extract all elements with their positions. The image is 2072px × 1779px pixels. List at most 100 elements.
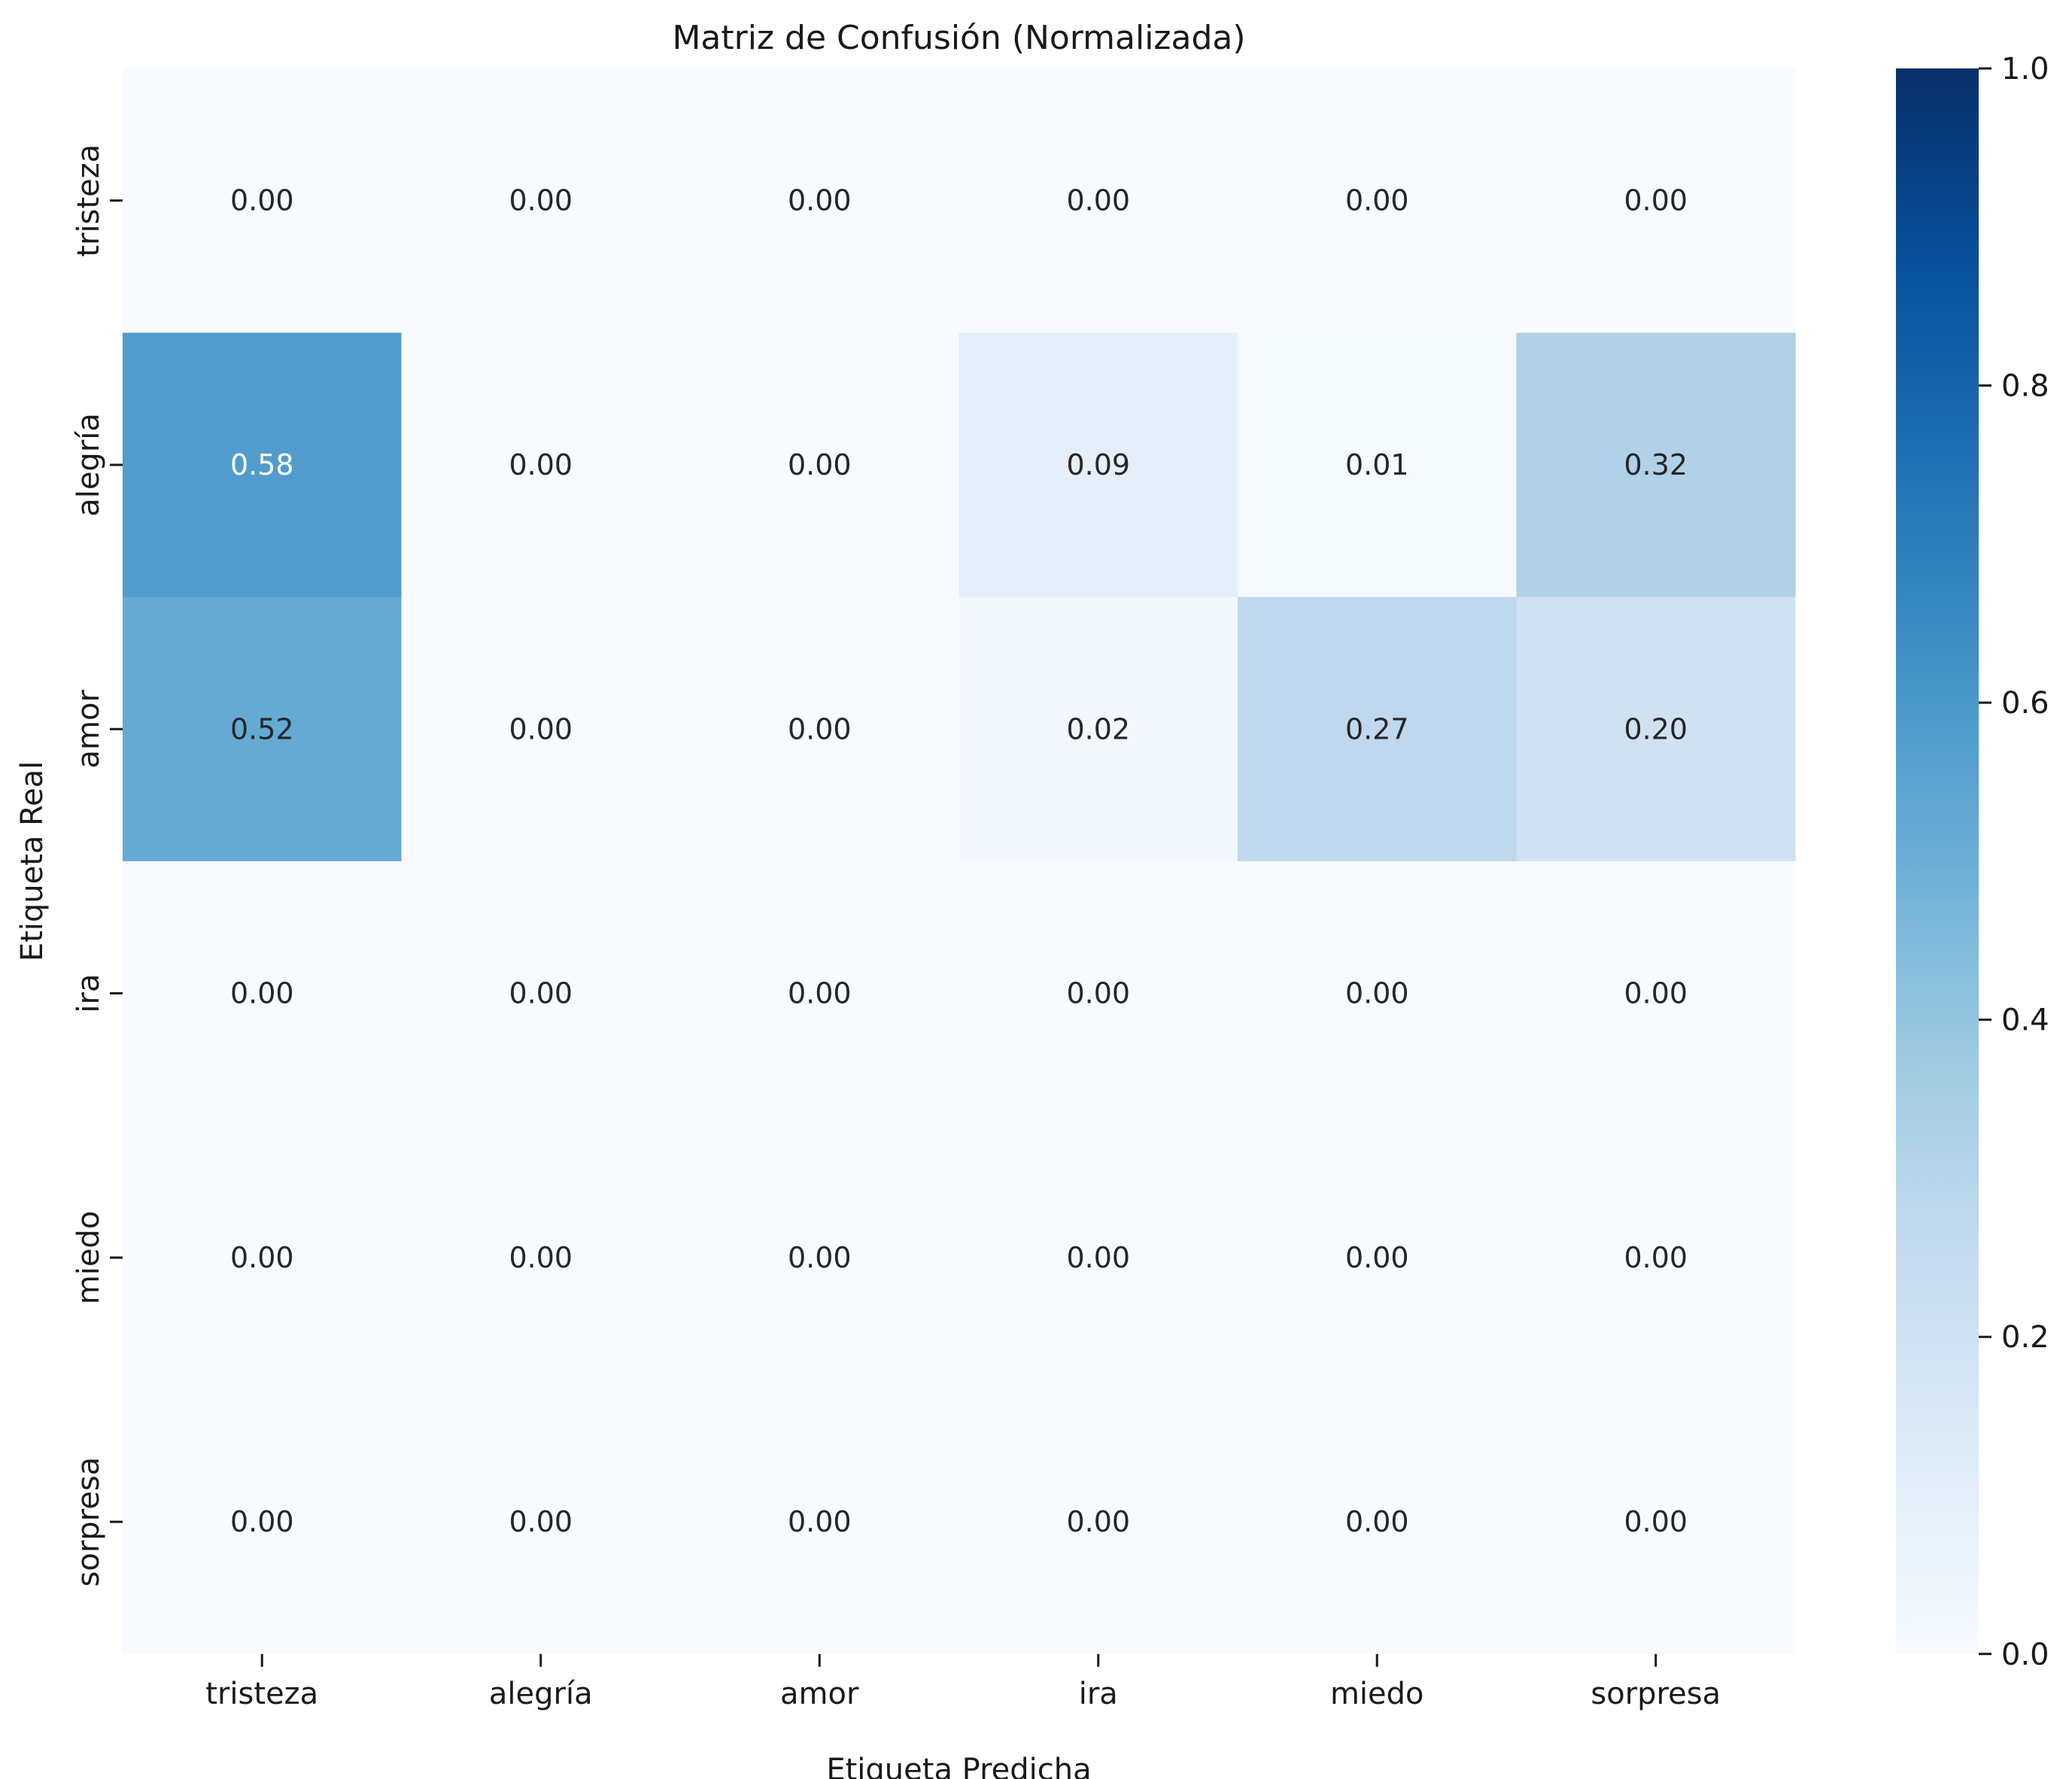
cell-value-label: 0.58 <box>230 448 294 481</box>
cell-value-label: 0.52 <box>230 712 294 745</box>
cell-value-label: 0.00 <box>1345 1241 1409 1274</box>
heatmap-cell <box>123 597 403 862</box>
y-tick-label: miedo <box>71 1211 106 1305</box>
cell-value-label: 0.09 <box>1066 448 1130 481</box>
heatmap-cell <box>401 1389 681 1655</box>
heatmap-cell <box>1516 68 1796 333</box>
cell-value-label: 0.00 <box>509 712 573 745</box>
colorbar-tick-label: 0.6 <box>2001 686 2049 721</box>
x-axis-ticks: tristeza alegría amor ira miedo sorpresa <box>205 1653 1721 1711</box>
heatmap-cell <box>1238 68 1518 333</box>
cell-value-label: 0.00 <box>1066 184 1130 217</box>
cell-value-label: 0.00 <box>509 1241 573 1274</box>
cell-value-label: 0.00 <box>1624 1505 1688 1538</box>
heatmap-cell <box>959 1389 1238 1655</box>
x-axis-label: Etiqueta Predicha <box>826 1753 1091 1779</box>
heatmap-cell <box>959 1125 1238 1391</box>
colorbar-tick-label: 0.0 <box>2001 1638 2049 1672</box>
cell-value-label: 0.00 <box>1066 1505 1130 1538</box>
x-tick-label: ira <box>1079 1677 1118 1711</box>
y-axis-label: Etiqueta Real <box>15 761 50 962</box>
colorbar-tick-label: 0.2 <box>2001 1320 2049 1355</box>
x-tick-label: tristeza <box>205 1677 318 1711</box>
heatmap-cell <box>1516 332 1796 598</box>
y-tick-label: tristeza <box>71 144 106 257</box>
colorbar-tick-label: 0.8 <box>2001 369 2049 404</box>
colorbar-tick-label: 1.0 <box>2001 52 2049 87</box>
cell-value-label: 0.02 <box>1066 712 1130 745</box>
cell-value-label: 0.32 <box>1624 448 1688 481</box>
cell-value-label: 0.00 <box>230 977 294 1010</box>
cell-value-label: 0.00 <box>509 184 573 217</box>
cell-value-label: 0.00 <box>1624 184 1688 217</box>
heatmap-cell <box>1238 1125 1518 1391</box>
cell-value-label: 0.00 <box>1345 184 1409 217</box>
cell-value-label: 0.00 <box>788 977 852 1010</box>
cell-value-label: 0.00 <box>1624 977 1688 1010</box>
cell-value-label: 0.00 <box>509 977 573 1010</box>
colorbar-ticks: 0.0 0.2 0.4 0.6 0.8 1.0 <box>1979 52 2049 1672</box>
colorbar-tick-label: 0.4 <box>2001 1003 2049 1038</box>
y-axis-ticks: tristeza alegría amor ira miedo sorpresa <box>71 144 123 1587</box>
heatmap-cell <box>123 1125 403 1391</box>
x-tick-label: alegría <box>489 1677 593 1711</box>
heatmap-cell <box>401 597 681 862</box>
heatmap-cell <box>401 68 681 333</box>
cell-value-label: 0.00 <box>788 712 852 745</box>
heatmap-cell <box>1238 1389 1518 1655</box>
cell-value-label: 0.00 <box>1066 977 1130 1010</box>
heatmap-cell <box>1516 861 1796 1126</box>
heatmap-cell <box>401 1125 681 1391</box>
x-tick-label: miedo <box>1330 1677 1424 1711</box>
cell-value-label: 0.00 <box>509 448 573 481</box>
cell-value-label: 0.00 <box>509 1505 573 1538</box>
heatmap-cell <box>123 68 403 333</box>
y-tick-label: ira <box>71 974 106 1013</box>
y-tick-label: alegría <box>71 413 106 517</box>
cell-value-label: 0.00 <box>788 448 852 481</box>
cell-value-label: 0.00 <box>788 1241 852 1274</box>
x-tick-label: sorpresa <box>1590 1677 1721 1711</box>
heatmap-cell <box>680 597 960 862</box>
heatmap-cell <box>959 332 1238 598</box>
heatmap-cell <box>680 1125 960 1391</box>
cell-value-label: 0.00 <box>788 1505 852 1538</box>
heatmap-cell <box>680 68 960 333</box>
cell-value-label: 0.27 <box>1345 712 1409 745</box>
cell-value-label: 0.20 <box>1624 712 1688 745</box>
chart-title: Matriz de Confusión (Normalizada) <box>672 19 1245 57</box>
cell-value-label: 0.00 <box>230 1505 294 1538</box>
heatmap-cell <box>1238 597 1518 862</box>
heatmap-cell-labels: 0.00 0.00 0.00 0.00 0.00 0.00 0.58 0.00 0.00 0.09… <box>230 184 1688 1539</box>
heatmap-cells <box>123 68 1796 1655</box>
cell-value-label: 0.00 <box>1624 1241 1688 1274</box>
x-tick-label: amor <box>780 1677 859 1711</box>
heatmap-cell <box>959 597 1238 862</box>
cell-value-label: 0.00 <box>1345 977 1409 1010</box>
heatmap-cell <box>401 861 681 1126</box>
heatmap-cell <box>680 861 960 1126</box>
y-tick-label: sorpresa <box>71 1457 106 1587</box>
colorbar <box>1896 68 1979 1654</box>
heatmap-cell <box>959 68 1238 333</box>
cell-value-label: 0.00 <box>1066 1241 1130 1274</box>
heatmap-cell <box>1516 597 1796 862</box>
heatmap-cell <box>959 861 1238 1126</box>
heatmap-cell <box>401 332 681 598</box>
heatmap-cell <box>1238 861 1518 1126</box>
cell-value-label: 0.00 <box>788 184 852 217</box>
cell-value-label: 0.01 <box>1345 448 1409 481</box>
cell-value-label: 0.00 <box>230 184 294 217</box>
heatmap-cell <box>1238 332 1518 598</box>
heatmap-cell <box>123 332 403 598</box>
heatmap-cell <box>123 1389 403 1655</box>
cell-value-label: 0.00 <box>1345 1505 1409 1538</box>
heatmap-cell <box>1516 1389 1796 1655</box>
heatmap-cell <box>1516 1125 1796 1391</box>
cell-value-label: 0.00 <box>230 1241 294 1274</box>
heatmap-cell <box>680 1389 960 1655</box>
y-tick-label: amor <box>71 690 106 769</box>
heatmap-cell <box>123 861 403 1126</box>
heatmap-cell <box>680 332 960 598</box>
